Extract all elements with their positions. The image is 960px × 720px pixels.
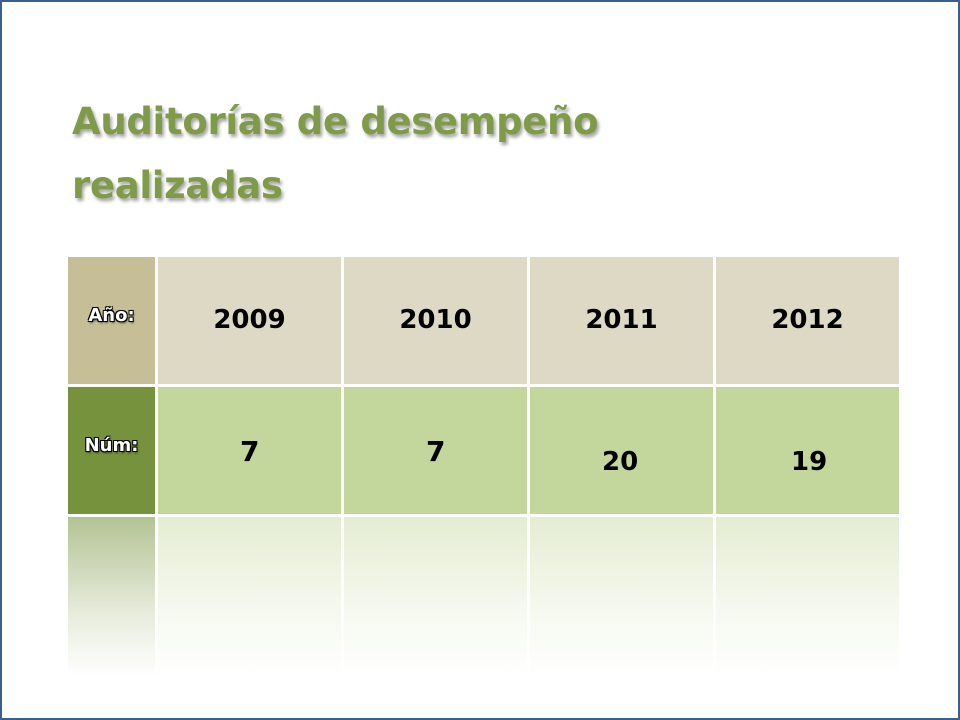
slide-title: Auditorías de desempeño realizadas (72, 90, 599, 218)
slide-title-line2: realizadas (72, 164, 283, 207)
reflection-cell (68, 517, 155, 677)
count-value-2009: 7 (240, 435, 260, 468)
year-cell-2009: 2009 (158, 257, 341, 384)
year-cell-2010: 2010 (344, 257, 527, 384)
year-header-label: Año: (68, 257, 155, 384)
reflection-cell (716, 517, 899, 677)
count-value-2012: 19 (791, 447, 828, 477)
slide-title-line1: Auditorías de desempeño (72, 100, 599, 143)
count-row-label: Núm: (68, 387, 155, 514)
count-cell-2012: 19 (716, 387, 899, 514)
year-cell-2011: 2011 (530, 257, 713, 384)
reflection-cell (344, 517, 527, 677)
year-cell-2012: 2012 (716, 257, 899, 384)
count-cell-2009: 7 (158, 387, 341, 514)
count-value-2010: 7 (426, 435, 446, 468)
table-reflection (68, 517, 899, 677)
reflection-cell (530, 517, 713, 677)
count-cell-2011: 20 (530, 387, 713, 514)
count-cell-2010: 7 (344, 387, 527, 514)
count-value-2011: 20 (602, 447, 639, 477)
audits-table: Año: 2009 2010 2011 2012 Núm: 7 7 20 19 (68, 257, 899, 514)
reflection-cell (158, 517, 341, 677)
